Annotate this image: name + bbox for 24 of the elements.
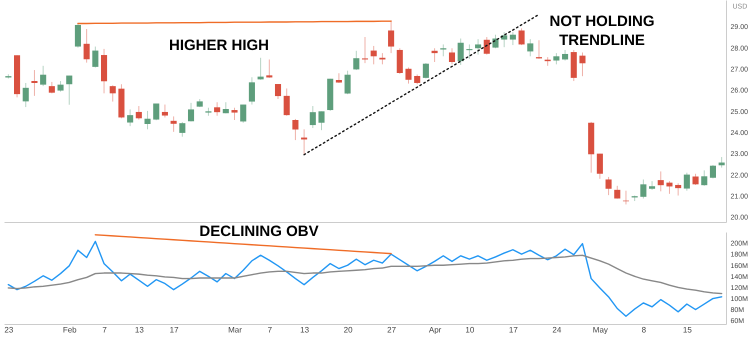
x-tick-label: 8	[642, 326, 647, 334]
candlestick	[240, 104, 246, 124]
line-series	[303, 14, 540, 156]
x-tick-label: 24	[552, 326, 562, 334]
x-tick-label: 23	[4, 326, 14, 334]
x-tick-label: 17	[170, 326, 180, 334]
x-tick-label: Mar	[228, 326, 242, 334]
annotation: DECLINING OBV	[199, 223, 319, 240]
x-tick-label: 10	[465, 326, 475, 334]
x-tick-label: Apr	[428, 326, 442, 334]
line-series	[8, 240, 722, 317]
x-tick-label: 13	[300, 326, 310, 334]
x-tick-label: 15	[682, 326, 692, 334]
x-tick-label: Feb	[62, 326, 78, 334]
annotation: NOT HOLDING TRENDLINE	[550, 13, 654, 49]
x-tick-label: 7	[268, 326, 273, 334]
x-tick-label: 20	[344, 326, 354, 334]
annotation: HIGHER HIGH	[168, 37, 270, 54]
line-series	[8, 254, 722, 294]
x-tick-label: 13	[134, 326, 144, 334]
x-tick-label: May	[592, 326, 608, 334]
x-tick-label: 27	[387, 326, 397, 334]
x-tick-label: 17	[508, 326, 518, 334]
x-tick-label: 7	[102, 326, 108, 334]
